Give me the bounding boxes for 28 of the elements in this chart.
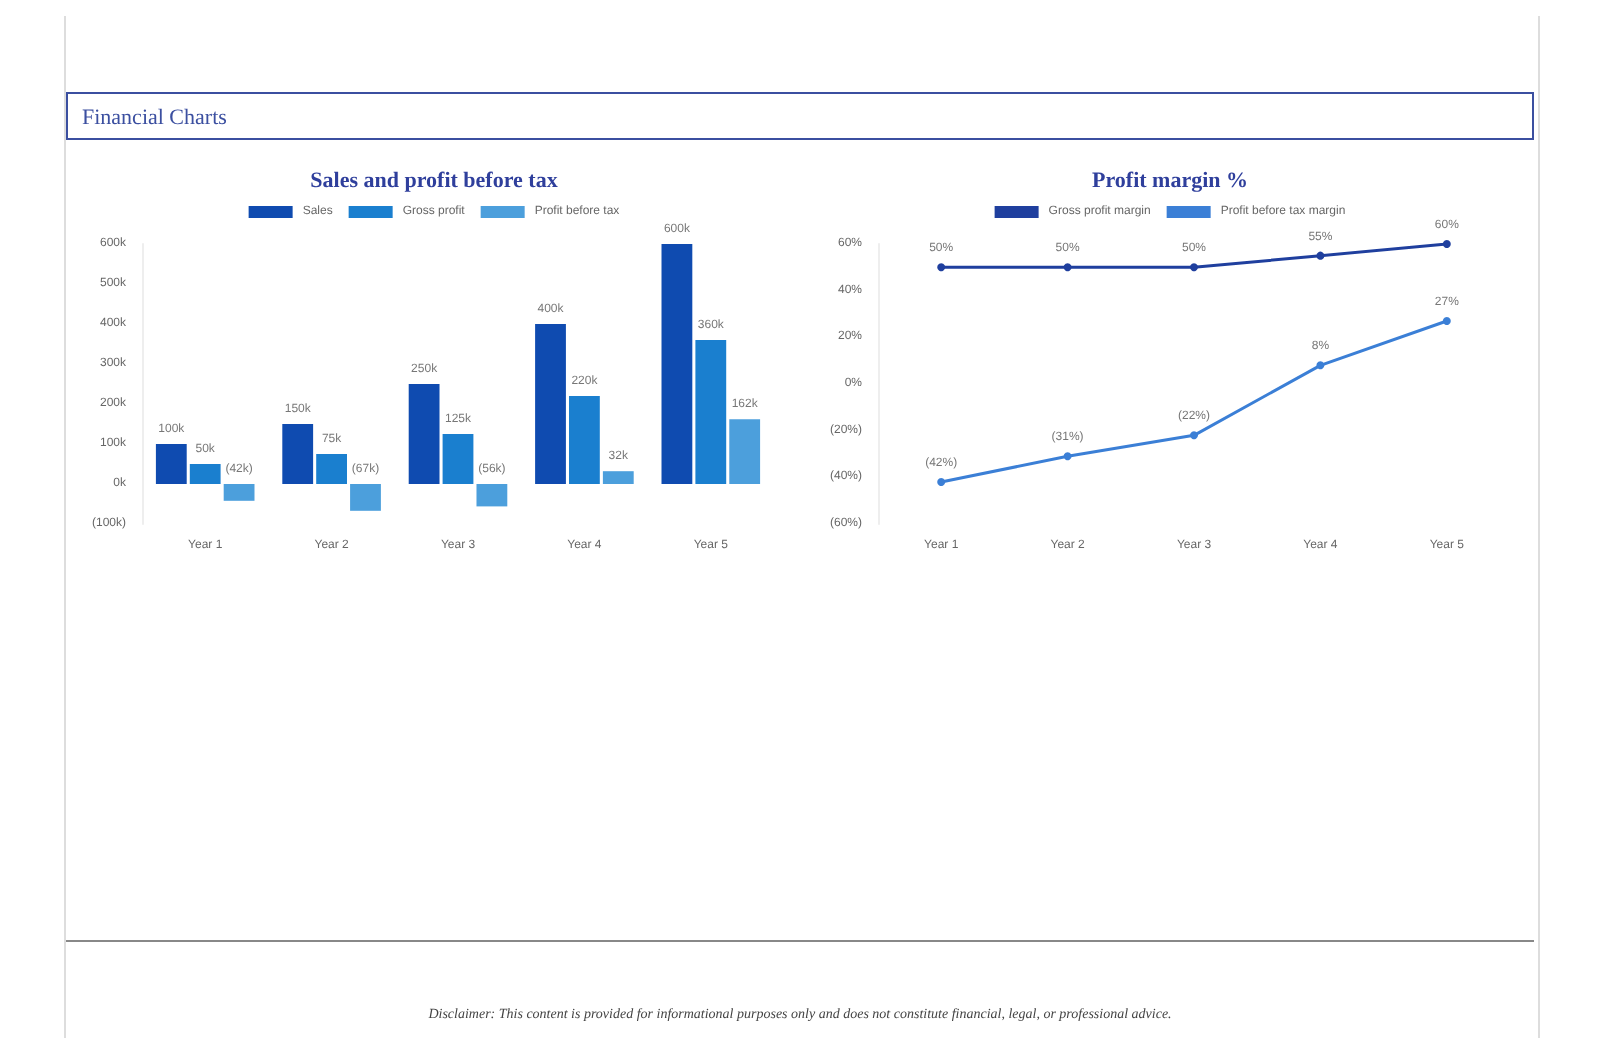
- bar: [535, 324, 566, 484]
- point: [1190, 263, 1198, 272]
- bar: [729, 419, 761, 484]
- bar: [476, 484, 508, 507]
- bar: [189, 464, 221, 484]
- text: Financial Charts: [66, 92, 1534, 140]
- point: [1316, 251, 1325, 260]
- chart-title: Profit margin %: [1091, 169, 1249, 193]
- bar: [695, 340, 727, 484]
- point: [1442, 240, 1451, 248]
- point: [1063, 263, 1072, 272]
- bar: [350, 484, 381, 511]
- point: [937, 478, 946, 486]
- bar: [602, 471, 634, 484]
- point: [1442, 317, 1451, 325]
- bar: [155, 444, 187, 484]
- bar: [408, 384, 440, 484]
- point: [937, 263, 946, 272]
- bar: [223, 484, 255, 501]
- bar: [568, 396, 600, 484]
- bar: [316, 454, 348, 484]
- bar: [661, 244, 693, 484]
- point: [1316, 361, 1325, 370]
- bar: [282, 424, 314, 484]
- bar: [442, 434, 474, 484]
- point: [1190, 431, 1198, 440]
- point: [1063, 452, 1072, 461]
- chart-title: Sales and profit before tax: [310, 169, 559, 193]
